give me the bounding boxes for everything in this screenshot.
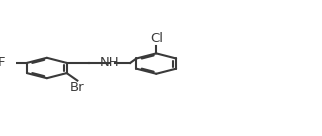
Text: NH: NH (99, 56, 119, 69)
Text: Cl: Cl (150, 32, 163, 45)
Text: F: F (0, 56, 5, 69)
Text: Br: Br (70, 81, 85, 94)
